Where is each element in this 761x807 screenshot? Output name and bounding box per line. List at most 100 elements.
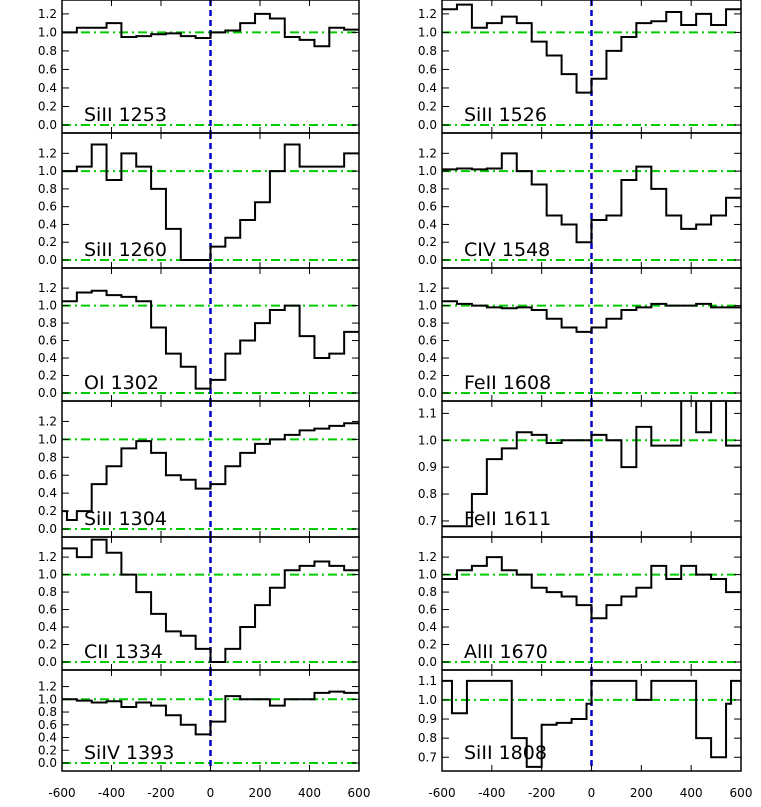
y-tick-label: 1.0 bbox=[418, 164, 437, 178]
flux-histogram-siii-1808 bbox=[442, 679, 741, 768]
y-tick-label: 0.2 bbox=[418, 638, 437, 652]
y-tick-label: 0.8 bbox=[38, 182, 57, 196]
panel-siii-1304: 0.0 0.2 0.4 0.6 0.8 1.0 1.2 SiII 1304 bbox=[38, 400, 360, 538]
y-tick-label: 0.8 bbox=[38, 44, 57, 58]
panel-siii-1808: 0.7 0.8 0.9 1.0 1.1 SiII 1808 bbox=[418, 669, 742, 772]
y-tick-label: 0.6 bbox=[38, 603, 57, 617]
flux-histogram-siii-1304 bbox=[62, 422, 359, 522]
panel-label-siii-1808: SiII 1808 bbox=[464, 742, 547, 764]
y-tick-label: 0.6 bbox=[38, 468, 57, 482]
y-tick-label: 1.2 bbox=[418, 550, 437, 564]
flux-histogram-cii-1334 bbox=[62, 538, 359, 663]
y-tick-label: 0.4 bbox=[38, 486, 57, 500]
panel-label-siii-1260: SiII 1260 bbox=[84, 239, 167, 261]
y-tick-label: 0.0 bbox=[418, 253, 437, 267]
flux-histogram-feii-1611 bbox=[442, 401, 741, 528]
y-tick-label: 0.0 bbox=[418, 118, 437, 132]
flux-histogram-siii-1253 bbox=[62, 12, 359, 48]
x-tick-label: -400 bbox=[478, 786, 505, 800]
x-tick-label: -400 bbox=[98, 786, 125, 800]
y-tick-label: 0.0 bbox=[38, 253, 57, 267]
y-tick-label: 0.2 bbox=[38, 235, 57, 249]
flux-histogram-siii-1260 bbox=[62, 143, 359, 261]
x-tick-label: -600 bbox=[48, 786, 75, 800]
x-tick-label: 400 bbox=[298, 786, 321, 800]
y-tick-label: 0.8 bbox=[418, 44, 437, 58]
y-tick-label: 0.7 bbox=[418, 514, 437, 528]
y-tick-label: 0.7 bbox=[418, 750, 437, 764]
y-tick-label: 1.2 bbox=[38, 414, 57, 428]
y-tick-label: 0.8 bbox=[38, 450, 57, 464]
flux-histogram-siii-1526 bbox=[442, 3, 741, 94]
y-tick-label: 0.0 bbox=[418, 386, 437, 400]
y-tick-label: 1.2 bbox=[38, 7, 57, 21]
y-tick-label: 0.6 bbox=[418, 200, 437, 214]
panel-siii-1526: 0.0 0.2 0.4 0.6 0.8 1.0 1.2 SiII 1526 bbox=[418, 0, 742, 134]
x-tick-label: 200 bbox=[630, 786, 653, 800]
y-tick-label: 0.8 bbox=[418, 487, 437, 501]
panel-alii-1670: 0.0 0.2 0.4 0.6 0.8 1.0 1.2 AlII 1670 bbox=[418, 536, 742, 671]
y-tick-label: 1.2 bbox=[418, 146, 437, 160]
y-tick-label: 0.4 bbox=[38, 731, 57, 745]
panel-label-cii-1334: CII 1334 bbox=[84, 641, 163, 663]
y-tick-label: 0.2 bbox=[38, 99, 57, 113]
y-tick-label: 0.8 bbox=[418, 585, 437, 599]
y-tick-label: 0.8 bbox=[418, 731, 437, 745]
panel-feii-1611: 0.7 0.8 0.9 1.0 1.1 FeII 1611 bbox=[418, 400, 742, 538]
panel-label-siiv-1393: SiIV 1393 bbox=[84, 742, 174, 764]
panel-label-siii-1526: SiII 1526 bbox=[464, 104, 547, 126]
x-axis-tick-labels: -600 -400 -200 0 200 400 600 -600 -400 -200 0 200 40… bbox=[48, 786, 752, 800]
flux-histogram-siiv-1393 bbox=[62, 690, 359, 736]
y-tick-label: 0.0 bbox=[38, 386, 57, 400]
y-tick-label: 0.0 bbox=[38, 118, 57, 132]
y-tick-label: 0.6 bbox=[418, 62, 437, 76]
y-tick-label: 0.0 bbox=[38, 756, 57, 770]
y-tick-label: 0.8 bbox=[38, 316, 57, 330]
y-tick-label: 1.2 bbox=[38, 550, 57, 564]
y-tick-label: 1.0 bbox=[38, 568, 57, 582]
y-tick-label: 0.2 bbox=[38, 504, 57, 518]
y-tick-label: 0.6 bbox=[38, 718, 57, 732]
y-tick-label: 0.9 bbox=[418, 460, 437, 474]
y-tick-label: 1.0 bbox=[38, 164, 57, 178]
y-tick-label: 0.4 bbox=[38, 217, 57, 231]
y-tick-label: 1.0 bbox=[38, 299, 57, 313]
panel-oi-1302: 0.0 0.2 0.4 0.6 0.8 1.0 1.2 OI 1302 bbox=[38, 267, 360, 402]
y-tick-label: 0.2 bbox=[418, 235, 437, 249]
y-tick-label: 0.8 bbox=[38, 705, 57, 719]
panel-siii-1253: 0.0 0.2 0.4 0.6 0.8 1.0 1.2 SiII 1253 bbox=[38, 0, 360, 134]
y-tick-label: 1.2 bbox=[38, 146, 57, 160]
x-tick-label: -600 bbox=[428, 786, 455, 800]
x-tick-label: 400 bbox=[680, 786, 703, 800]
panel-label-siii-1253: SiII 1253 bbox=[84, 104, 167, 126]
y-tick-label: 0.4 bbox=[38, 81, 57, 95]
flux-histogram-oi-1302 bbox=[62, 289, 359, 390]
y-tick-label: 0.4 bbox=[38, 351, 57, 365]
y-tick-label: 0.2 bbox=[418, 369, 437, 383]
x-tick-label: -200 bbox=[528, 786, 555, 800]
y-tick-label: 1.0 bbox=[418, 568, 437, 582]
panel-label-feii-1611: FeII 1611 bbox=[464, 508, 551, 530]
panel-label-feii-1608: FeII 1608 bbox=[464, 372, 551, 394]
panel-label-alii-1670: AlII 1670 bbox=[464, 641, 548, 663]
y-tick-label: 0.2 bbox=[418, 99, 437, 113]
y-tick-label: 0.9 bbox=[418, 712, 437, 726]
y-tick-label: 0.4 bbox=[418, 217, 437, 231]
y-tick-label: 0.2 bbox=[38, 743, 57, 757]
x-tick-label: 200 bbox=[249, 786, 272, 800]
y-tick-label: 0.8 bbox=[38, 585, 57, 599]
flux-histogram-alii-1670 bbox=[442, 556, 741, 620]
y-tick-label: 1.0 bbox=[38, 692, 57, 706]
y-tick-label: 0.2 bbox=[38, 369, 57, 383]
y-tick-label: 0.6 bbox=[418, 603, 437, 617]
y-tick-label: 1.2 bbox=[418, 281, 437, 295]
y-tick-label: 0.0 bbox=[38, 522, 57, 536]
x-tick-label: 600 bbox=[730, 786, 753, 800]
y-tick-label: 1.0 bbox=[38, 432, 57, 446]
panel-label-siii-1304: SiII 1304 bbox=[84, 508, 167, 530]
y-tick-label: 0.2 bbox=[38, 638, 57, 652]
panel-cii-1334: 0.0 0.2 0.4 0.6 0.8 1.0 1.2 CII 1334 bbox=[38, 536, 360, 671]
panel-civ-1548: 0.0 0.2 0.4 0.6 0.8 1.0 1.2 CIV 1548 bbox=[418, 132, 742, 269]
